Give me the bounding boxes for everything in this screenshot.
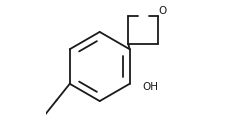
Text: O: O xyxy=(158,6,166,16)
Text: OH: OH xyxy=(142,82,158,92)
